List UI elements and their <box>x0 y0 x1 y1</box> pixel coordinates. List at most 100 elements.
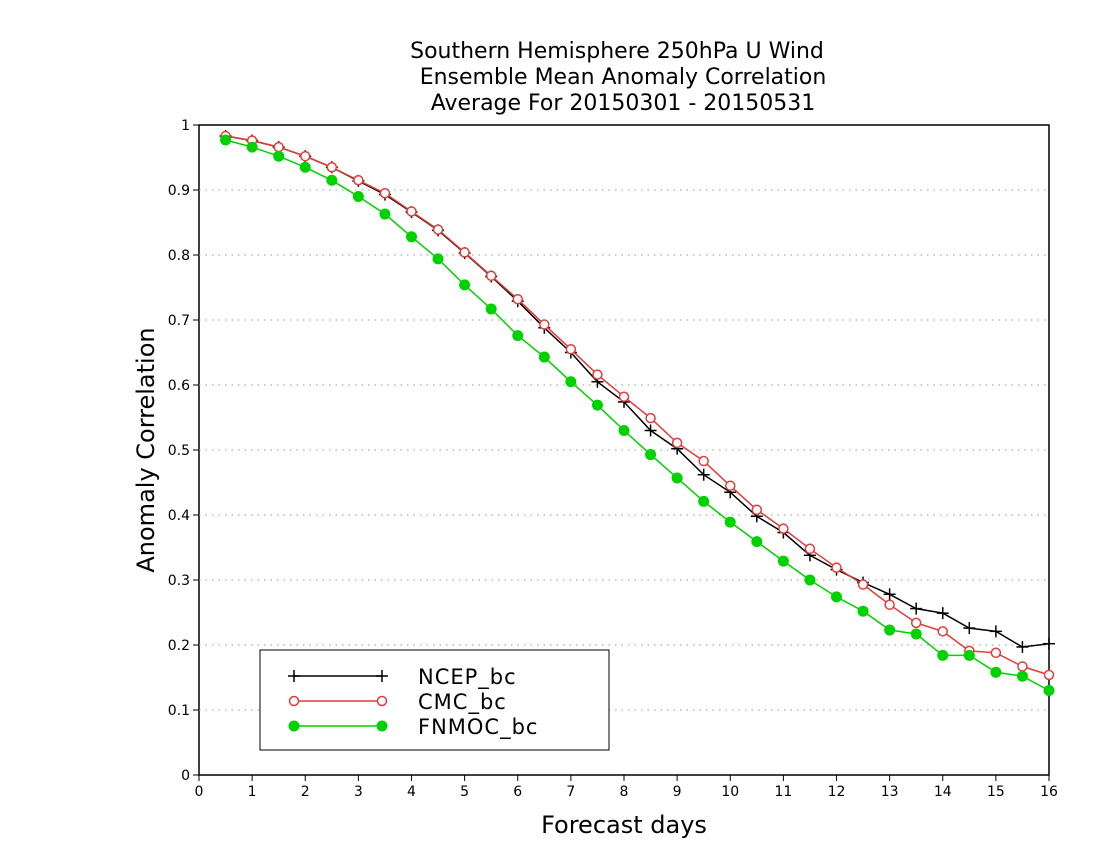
data-point <box>512 330 524 342</box>
x-tick-label: 6 <box>513 784 522 800</box>
data-point <box>512 293 523 305</box>
series-fnmoc-bc <box>220 134 1055 696</box>
data-point <box>883 588 896 601</box>
data-point <box>884 599 895 610</box>
y-tick-label: 0.5 <box>168 443 190 459</box>
data-point <box>326 162 338 173</box>
data-point <box>246 141 258 153</box>
x-tick-label: 3 <box>354 784 363 800</box>
y-tick-label: 0.8 <box>168 248 190 264</box>
data-point <box>831 591 842 603</box>
data-point <box>697 468 710 481</box>
x-axis-label: Forecast days <box>541 811 707 839</box>
data-point <box>618 425 630 436</box>
x-tick-label: 13 <box>881 784 899 800</box>
data-series <box>219 130 1055 696</box>
legend-marker <box>376 720 388 732</box>
axis-ticks: 00.10.20.30.40.50.60.70.80.910 1 2 3 4 5 6 7 8 9 1… <box>168 118 1058 800</box>
data-point <box>645 449 657 461</box>
data-point <box>725 480 736 491</box>
data-point <box>379 188 391 199</box>
data-point <box>273 150 285 162</box>
legend-marker <box>288 670 300 682</box>
legend-label: NCEP_bc <box>418 665 517 690</box>
legend-marker <box>376 695 388 707</box>
data-point <box>1043 669 1055 681</box>
x-tick-label: 5 <box>460 784 469 800</box>
data-point <box>910 602 923 615</box>
data-point <box>1016 640 1029 653</box>
x-tick-label: 4 <box>407 784 416 800</box>
y-tick-label: 0.1 <box>168 703 190 719</box>
data-point <box>989 625 1002 638</box>
data-point <box>485 270 497 282</box>
x-tick-label: 2 <box>301 784 310 800</box>
data-point <box>645 412 656 424</box>
chart-title-line-3: Average For 20150301 - 20150531 <box>431 91 816 116</box>
data-point <box>538 351 550 363</box>
data-point <box>379 208 391 220</box>
y-tick-label: 0.7 <box>168 313 190 329</box>
data-point <box>1043 685 1055 696</box>
data-point <box>857 579 869 590</box>
data-point <box>724 516 736 528</box>
legend-marker <box>288 695 300 707</box>
data-point <box>326 174 338 186</box>
data-point <box>459 247 470 258</box>
series-line <box>225 135 1050 676</box>
data-point <box>618 391 630 402</box>
y-tick-label: 1 <box>181 118 190 134</box>
data-point <box>831 562 842 573</box>
data-point <box>220 134 232 146</box>
data-point <box>565 344 577 355</box>
data-point <box>1043 637 1055 650</box>
data-point <box>644 424 657 437</box>
legend-item: NCEP_bc <box>288 665 517 690</box>
data-point <box>804 574 816 586</box>
legend-box <box>259 649 610 751</box>
x-tick-label: 16 <box>1040 784 1058 800</box>
data-point <box>406 231 417 243</box>
data-point <box>485 303 497 315</box>
data-point <box>352 191 364 202</box>
series-line <box>225 135 1050 648</box>
legend-label: CMC_bc <box>418 690 507 715</box>
data-point <box>910 628 922 640</box>
y-tick-label: 0.9 <box>168 183 190 199</box>
data-point <box>591 399 603 411</box>
data-point <box>937 626 948 637</box>
x-tick-label: 7 <box>566 784 575 800</box>
data-point <box>777 555 789 567</box>
data-point <box>432 224 444 235</box>
data-point <box>937 649 949 661</box>
data-point <box>884 624 896 636</box>
series-ncep-bc <box>219 130 1055 653</box>
x-tick-label: 8 <box>620 784 629 800</box>
data-point <box>1016 670 1028 682</box>
chart-title-line-1: Southern Hemisphere 250hPa U Wind <box>410 39 824 64</box>
data-point <box>751 504 763 516</box>
data-point <box>432 253 444 265</box>
y-tick-label: 0.2 <box>168 638 190 654</box>
data-point <box>671 472 683 484</box>
x-tick-label: 12 <box>828 784 846 800</box>
data-point <box>300 150 311 162</box>
data-point <box>963 649 975 661</box>
data-point <box>698 495 710 507</box>
data-point <box>698 455 709 467</box>
data-point <box>936 607 949 620</box>
x-tick-label: 14 <box>934 784 952 800</box>
y-tick-label: 0.4 <box>168 508 190 524</box>
data-point <box>459 279 471 291</box>
data-point <box>751 536 763 548</box>
legend-label: FNMOC_bc <box>418 715 538 740</box>
data-point <box>778 523 789 534</box>
data-point <box>804 543 816 555</box>
data-point <box>910 617 922 629</box>
data-point <box>273 141 284 153</box>
chart-title-line-2: Ensemble Mean Anomaly Correlation <box>420 65 827 90</box>
legend-marker <box>376 670 388 682</box>
